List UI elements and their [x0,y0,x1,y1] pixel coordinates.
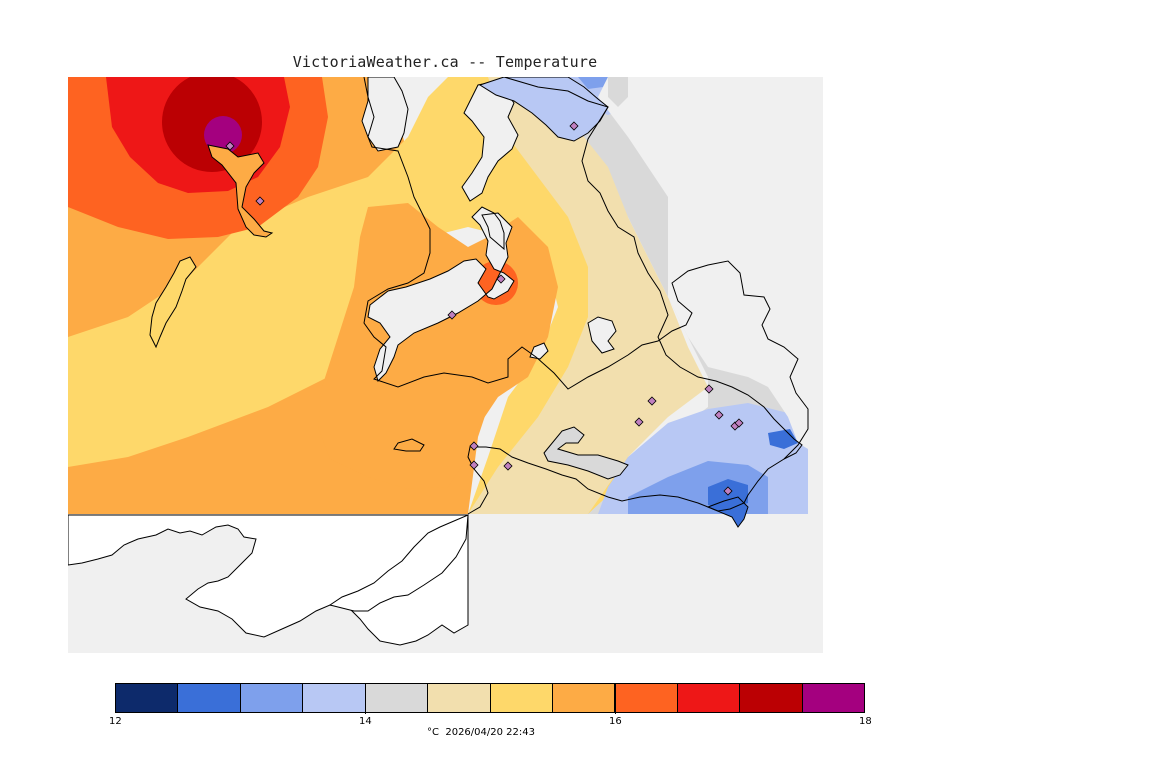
station-marker[interactable] [469,460,479,470]
legend-tick-label: 16 [609,716,622,727]
station-marker[interactable] [255,196,265,206]
legend-tick-label: 18 [859,716,872,727]
station-marker[interactable] [225,141,235,151]
bay-southeast [543,426,629,480]
legend-timestamp: 2026/04/20 22:43 [445,727,535,738]
legend-unit: °C [427,727,439,738]
field-155-16 [68,77,628,514]
sea-east [598,77,823,653]
station-marker[interactable] [714,410,724,420]
legend-swatch [177,684,240,712]
legend-swatch [739,684,802,712]
station-marker[interactable] [647,396,657,406]
station-marker[interactable] [496,274,506,284]
legend-swatch [427,684,490,712]
island-east-1 [587,316,617,354]
station-marker[interactable] [447,310,457,320]
station-marker[interactable] [469,441,479,451]
color-legend [115,683,873,717]
legend-swatch [801,684,865,712]
station-marker[interactable] [704,384,714,394]
coastline-main [363,77,809,515]
legend-tick-mark [365,683,366,714]
temperature-map[interactable] [68,77,823,653]
station-marker[interactable] [634,417,644,427]
legend-swatch [116,684,178,712]
legend-swatch [676,684,740,712]
legend-caption: °C 2026/04/20 22:43 [427,727,535,738]
legend-swatch [489,684,552,712]
strait-water [361,77,409,152]
land-southeast-coast [328,514,469,612]
map-title: VictoriaWeather.ca -- Temperature [292,53,598,71]
island-east-2 [529,342,549,360]
field-mask-east [608,77,628,107]
station-marker[interactable] [569,121,579,131]
station-marker[interactable] [734,418,744,428]
peninsula-southeast [706,496,749,528]
island-west [149,256,197,349]
field-125-13-east [768,429,798,449]
coastline-east [503,77,803,460]
legend-swatch [364,684,428,712]
land-south [68,514,469,646]
legend-swatch [302,684,365,712]
legend-swatch [551,684,615,712]
field-13-135-north [578,77,608,89]
inlet-water [367,206,515,382]
legend-tick-label: 14 [359,716,372,727]
legend-tick-label: 12 [109,716,122,727]
legend-swatch [239,684,303,712]
station-marker[interactable] [723,486,733,496]
island-north [207,144,274,238]
island-south [393,438,425,452]
legend-tick-mark [615,683,616,714]
field-15-155 [468,77,708,514]
station-markers [225,121,744,496]
station-marker[interactable] [503,461,513,471]
legend-swatch [614,684,677,712]
legend-color-bar [115,683,865,713]
